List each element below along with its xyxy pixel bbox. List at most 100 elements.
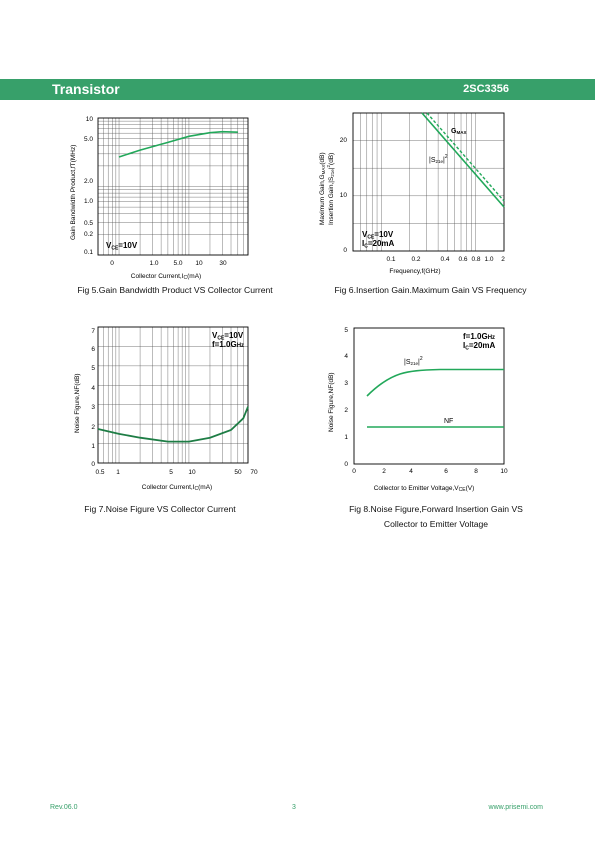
fig5-xlabel: Collector Current,IC(mA) — [131, 273, 201, 281]
fig6-frame — [352, 112, 505, 252]
fig8-ytick: 0 — [344, 461, 348, 468]
fig8-chart: 5 4 3 2 1 0 0 2 4 6 8 10 |S21e|2 NF f=1.… — [328, 327, 508, 493]
fig5-xtick: 1.0 — [149, 260, 158, 267]
fig6-ytick: 0 — [343, 247, 347, 254]
fig7-xtick: 70 — [250, 469, 258, 476]
fig8-ytick: 5 — [344, 327, 348, 334]
fig6-x-ticks: 0.1 0.2 0.4 0.6 0.8 1.0 2 — [386, 256, 505, 263]
fig6-gmax-label: GMAX — [451, 128, 466, 135]
fig7-chart: 7 6 5 4 3 2 1 0 0.5 1 5 10 50 70 VCE=10V… — [74, 326, 258, 492]
fig8-xtick: 0 — [352, 468, 356, 475]
fig8-annotation-2: IC=20mA — [463, 341, 496, 352]
fig5-ytick: 2.0 — [84, 178, 93, 185]
fig5-caption: Fig 5.Gain Bandwidth Product VS Collecto… — [77, 285, 273, 295]
fig8-caption-line2: Collector to Emitter Voltage — [383, 519, 489, 529]
fig8-ylabel: Noise Figure,NF(dB) — [328, 372, 335, 432]
fig7-ytick: 1 — [91, 443, 95, 450]
fig5-ytick: 0.5 — [84, 220, 93, 227]
fig7-caption: Fig 7.Noise Figure VS Collector Current — [84, 504, 236, 514]
fig7-annotation-2: f=1.0GHz — [212, 340, 244, 349]
fig6-ylabel-1: Maximum Gain,GMAX(dB) — [319, 152, 326, 225]
fig6-annotation-1: VCE=10V — [362, 230, 394, 241]
fig8-s21-curve — [366, 368, 504, 397]
fig7-xtick: 10 — [188, 469, 196, 476]
fig8-xtick: 10 — [500, 468, 508, 475]
fig6-s21-label: |S21e|2 — [429, 154, 448, 164]
fig6-xtick: 2 — [501, 256, 505, 263]
fig6-xtick: 0.2 — [411, 256, 420, 263]
fig6-xtick: 1.0 — [484, 256, 493, 263]
fig6-chart: 20 10 0 0.1 0.2 0.4 0.6 0.8 1.0 2 GMAX |… — [319, 112, 505, 275]
fig7-ytick: 7 — [91, 328, 95, 335]
fig8-frame — [353, 327, 505, 465]
fig8-xtick: 2 — [382, 468, 386, 475]
fig7-ytick: 0 — [91, 461, 95, 468]
fig6-xtick: 0.8 — [471, 256, 480, 263]
header-part-number: 2SC3356 — [463, 83, 509, 95]
fig8-caption-line1: Fig 8.Noise Figure,Forward Insertion Gai… — [349, 504, 523, 514]
fig5-xtick: 0 — [110, 260, 114, 267]
fig7-ytick: 5 — [91, 365, 95, 372]
fig5-y-ticks: 10 5.0 2.0 1.0 0.5 0.2 0.1 — [84, 116, 93, 256]
footer-revision: Rev.06.0 — [50, 804, 78, 811]
fig6-ytick: 20 — [340, 137, 348, 144]
fig7-xlabel: Collector Current,IC(mA) — [142, 484, 212, 492]
fig5-ytick: 0.1 — [84, 249, 93, 256]
fig6-xlabel: Frequency,f(GHz) — [389, 268, 440, 275]
fig6-ylabel-2: Insertion Gain,|S21e|2(dB) — [326, 153, 335, 225]
fig7-annotation-1: VCE=10V — [212, 331, 244, 342]
fig7-grid — [98, 327, 248, 463]
fig7-xtick: 5 — [169, 469, 173, 476]
header-title: Transistor — [52, 81, 120, 97]
fig8-annotation-1: f=1.0GHz — [463, 332, 495, 341]
fig6-gmax-line — [426, 112, 505, 202]
fig7-ytick: 4 — [91, 385, 95, 392]
fig8-nf-label: NF — [444, 418, 453, 425]
fig6-caption: Fig 6.Insertion Gain.Maximum Gain VS Fre… — [334, 285, 527, 295]
fig8-xtick: 4 — [409, 468, 413, 475]
fig7-ylabel: Noise Figure,NF(dB) — [74, 373, 81, 433]
fig5-x-ticks: 0 1.0 5.0 10 30 — [110, 260, 227, 267]
fig8-y-ticks: 5 4 3 2 1 0 — [344, 327, 348, 468]
footer-website[interactable]: www.prisemi.com — [488, 804, 543, 811]
fig8-ytick: 3 — [344, 380, 348, 387]
page-header: Transistor 2SC3356 — [0, 79, 595, 100]
fig7-ytick: 6 — [91, 346, 95, 353]
fig5-ytick: 1.0 — [84, 198, 93, 205]
fig5-xtick: 30 — [219, 260, 227, 267]
fig8-ytick: 1 — [344, 434, 348, 441]
fig7-xtick: 1 — [116, 469, 120, 476]
fig5-ytick: 5.0 — [84, 136, 93, 143]
fig6-xtick: 0.4 — [440, 256, 449, 263]
fig8-s21-label: |S21e|2 — [404, 356, 423, 366]
fig5-ytick: 10 — [86, 116, 94, 123]
fig6-xtick: 0.1 — [386, 256, 395, 263]
fig8-x-ticks: 0 2 4 6 8 10 — [352, 468, 508, 475]
fig7-ytick: 3 — [91, 404, 95, 411]
fig5-grid — [98, 118, 248, 255]
fig8-xtick: 6 — [444, 468, 448, 475]
footer-page-number: 3 — [292, 804, 296, 811]
fig5-chart: 10 5.0 2.0 1.0 0.5 0.2 0.1 0 1.0 5.0 10 … — [70, 116, 249, 281]
fig8-xlabel: Collector to Emitter Voltage,VCE(V) — [374, 485, 475, 493]
fig7-y-ticks: 7 6 5 4 3 2 1 0 — [91, 328, 95, 468]
fig7-xtick: 0.5 — [95, 469, 104, 476]
fig5-ylabel: Gain Bandwidth Product,fT(MHz) — [70, 145, 77, 240]
fig5-frame — [97, 117, 249, 256]
fig7-curve — [97, 406, 249, 443]
fig6-s21-line — [421, 112, 505, 208]
fig8-ytick: 2 — [344, 407, 348, 414]
fig6-annotation-2: IC=20mA — [362, 239, 395, 250]
fig7-frame — [97, 326, 249, 464]
fig8-ytick: 4 — [344, 353, 348, 360]
fig7-x-ticks: 0.5 1 5 10 50 70 — [95, 469, 258, 476]
fig6-ytick: 10 — [340, 192, 348, 199]
fig7-xtick: 50 — [234, 469, 242, 476]
fig8-xtick: 8 — [474, 468, 478, 475]
fig5-xtick: 5.0 — [173, 260, 182, 267]
fig5-annotation: VCE=10V — [106, 241, 138, 252]
fig7-ytick: 2 — [91, 424, 95, 431]
fig6-xtick: 0.6 — [458, 256, 467, 263]
fig6-y-ticks: 20 10 0 — [340, 137, 348, 254]
